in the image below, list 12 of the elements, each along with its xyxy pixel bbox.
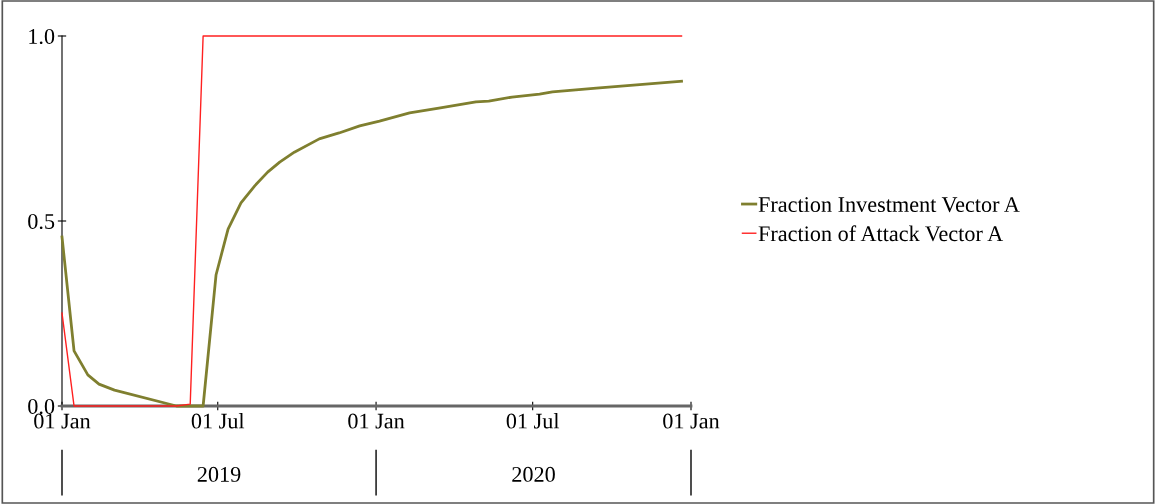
x-tick-label: 01 Jan: [663, 413, 720, 429]
text: 2019: [197, 466, 241, 482]
y-tick-label: 1.0: [29, 28, 55, 45]
x-tick-label: 01 Jan: [348, 413, 405, 429]
x-tick-label: 01 Jul: [506, 412, 560, 429]
y-tick-label: 0.0: [28, 398, 55, 415]
y-tick-label: 0.5: [28, 213, 55, 230]
text: 2020: [512, 466, 555, 482]
x-tick-label: 01 Jan: [34, 413, 91, 429]
legend-label: Fraction of Attack Vector A: [758, 225, 1004, 242]
legend-label: Fraction Investment Vector A: [758, 197, 1020, 213]
x-tick-label: 01 Jul: [191, 412, 245, 429]
